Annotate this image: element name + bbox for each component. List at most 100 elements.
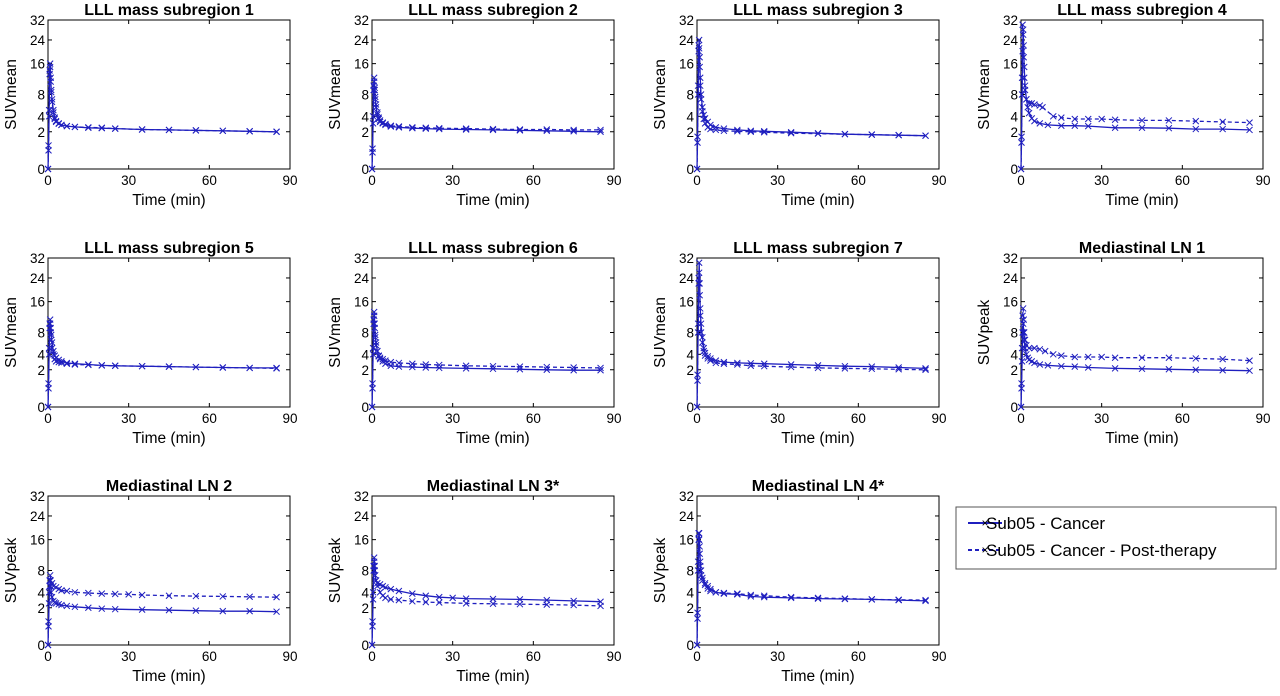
data-point bbox=[694, 320, 702, 328]
data-point bbox=[382, 357, 389, 364]
data-point bbox=[1165, 365, 1173, 373]
data-point bbox=[165, 606, 173, 614]
chart-panel: Mediastinal LN 1 0 24 8 16 24 32 0 30 60 90 Time (m… bbox=[976, 240, 1271, 447]
data-point bbox=[1165, 124, 1173, 132]
y-tick-label: 0 bbox=[361, 638, 369, 653]
data-point bbox=[219, 364, 227, 371]
y-tick-label: 24 bbox=[679, 509, 695, 524]
data-point bbox=[747, 591, 755, 599]
data-point bbox=[1036, 345, 1044, 353]
data-point bbox=[695, 529, 702, 537]
data-point bbox=[701, 581, 709, 589]
data-point bbox=[84, 123, 92, 131]
y-axis-label: SUVmean bbox=[3, 297, 20, 368]
data-point bbox=[489, 125, 497, 133]
y-tick-label: 8 bbox=[686, 326, 694, 341]
data-point bbox=[165, 592, 173, 600]
data-point bbox=[1018, 344, 1026, 352]
series-line-cancer bbox=[47, 319, 277, 408]
x-tick-label: 60 bbox=[526, 649, 541, 664]
data-point bbox=[1036, 120, 1044, 127]
x-tick-label: 0 bbox=[1017, 411, 1025, 426]
data-point bbox=[922, 596, 929, 604]
x-tick-label: 0 bbox=[693, 411, 701, 426]
data-point bbox=[63, 360, 71, 368]
data-point bbox=[1111, 365, 1119, 372]
plot-frame bbox=[371, 19, 615, 170]
y-tick-label: 16 bbox=[679, 533, 694, 548]
data-point bbox=[63, 587, 71, 595]
data-point bbox=[570, 601, 578, 609]
data-point bbox=[273, 365, 280, 372]
x-tick-label: 0 bbox=[44, 649, 52, 664]
data-point bbox=[371, 324, 379, 332]
data-point bbox=[747, 362, 755, 370]
data-point bbox=[435, 364, 443, 372]
data-point bbox=[922, 597, 929, 605]
data-point bbox=[1057, 114, 1065, 122]
y-tick-label: 8 bbox=[37, 564, 45, 579]
y-tick-label: 24 bbox=[30, 33, 46, 48]
data-point bbox=[693, 403, 701, 411]
data-point bbox=[46, 70, 53, 78]
data-point bbox=[369, 618, 376, 625]
y-tick-label: 4 bbox=[1010, 347, 1018, 362]
x-tick-label: 90 bbox=[1255, 411, 1270, 426]
data-point bbox=[1023, 350, 1030, 358]
data-point bbox=[165, 126, 173, 134]
data-point bbox=[696, 543, 704, 550]
data-point bbox=[695, 280, 702, 287]
data-point bbox=[694, 615, 701, 623]
x-axis-label: Time (min) bbox=[781, 192, 854, 209]
data-point bbox=[449, 594, 457, 602]
x-tick-label: 30 bbox=[121, 411, 136, 426]
data-point bbox=[408, 360, 416, 368]
data-point bbox=[597, 364, 604, 372]
data-point bbox=[45, 618, 52, 625]
data-point bbox=[720, 127, 728, 135]
data-point bbox=[516, 600, 524, 608]
data-point bbox=[694, 371, 701, 379]
data-point bbox=[1025, 109, 1033, 117]
chart-panel: LLL mass subregion 6 0 24 8 16 24 32 0 30 60 90 Tim… bbox=[327, 240, 622, 447]
x-tick-label: 60 bbox=[526, 411, 541, 426]
data-point bbox=[368, 403, 376, 411]
data-point bbox=[696, 312, 704, 320]
data-point bbox=[47, 329, 55, 336]
data-point bbox=[219, 607, 227, 615]
data-point bbox=[369, 380, 376, 387]
data-point bbox=[1020, 329, 1028, 336]
data-point bbox=[47, 336, 55, 344]
data-point bbox=[700, 115, 708, 123]
x-tick-label: 0 bbox=[368, 649, 376, 664]
y-tick-label: 8 bbox=[37, 88, 45, 103]
x-tick-label: 90 bbox=[282, 649, 297, 664]
x-tick-label: 30 bbox=[445, 173, 460, 188]
plot-frame bbox=[47, 19, 291, 170]
data-point bbox=[1057, 352, 1065, 360]
data-point bbox=[1165, 117, 1173, 124]
data-point bbox=[1138, 124, 1146, 132]
data-point bbox=[1219, 125, 1227, 133]
data-point bbox=[45, 147, 52, 154]
data-point bbox=[71, 588, 79, 596]
data-point bbox=[422, 124, 430, 132]
series-line-post-therapy bbox=[371, 77, 601, 170]
chart-panel: LLL mass subregion 2 0 24 8 16 24 32 0 30 60 90 Tim… bbox=[327, 2, 622, 209]
x-tick-label: 30 bbox=[770, 649, 785, 664]
data-point bbox=[111, 125, 119, 132]
x-axis-label: Time (min) bbox=[781, 430, 854, 447]
data-point bbox=[697, 91, 705, 98]
x-axis-label: Time (min) bbox=[132, 668, 205, 685]
y-tick-label: 0 bbox=[686, 400, 694, 415]
y-tick-label: 0 bbox=[37, 400, 45, 415]
data-point bbox=[71, 361, 79, 368]
data-point bbox=[48, 593, 56, 601]
y-tick-label: 8 bbox=[1010, 326, 1018, 341]
legend-marker-solid: × bbox=[981, 516, 988, 530]
data-point bbox=[760, 592, 768, 600]
data-point bbox=[1018, 139, 1025, 147]
data-point bbox=[422, 361, 430, 368]
data-point bbox=[1021, 336, 1029, 344]
